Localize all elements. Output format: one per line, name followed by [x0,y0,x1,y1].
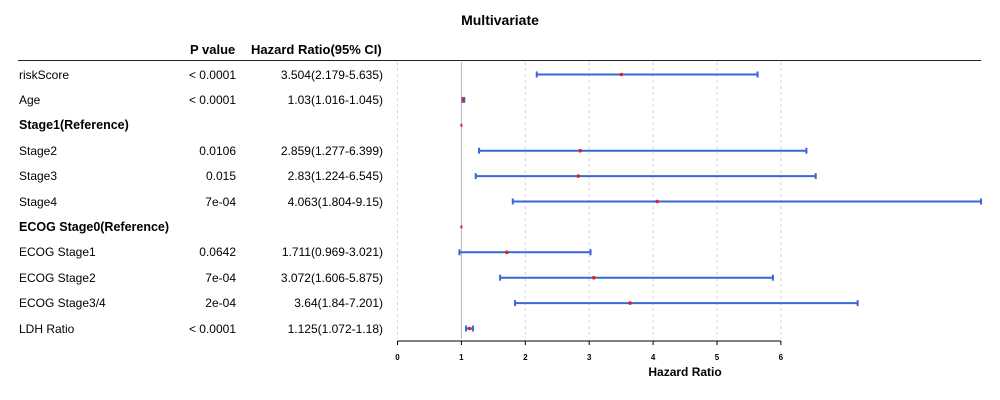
hazard-ratio-ci: 3.64(1.84-7.201) [294,296,383,311]
x-tick-label: 3 [587,353,592,362]
table-row: Stage3 0.015 2.83(1.224-6.545) [0,169,400,187]
table-row: Stage4 7e-04 4.063(1.804-9.15) [0,195,400,213]
p-value: 0.0642 [199,245,236,260]
x-tick-label: 5 [715,353,720,362]
row-label: Age [19,92,41,107]
hazard-ratio-ci: 3.072(1.606-5.875) [280,270,383,285]
table-row: ECOG Stage0(Reference) [0,220,400,238]
p-value: 7e-04 [205,194,236,209]
table-row: Stage2 0.0106 2.859(1.277-6.399) [0,144,400,162]
table-row: ECOG Stage1 0.0642 1.711(0.969-3.021) [0,245,400,263]
hazard-ratio-ci: 1.125(1.072-1.18) [287,321,383,336]
p-value-header: P value [190,42,236,57]
reference-point [460,225,463,229]
hazard-ratio-point [576,174,581,178]
hazard-ratio-point [467,326,472,331]
row-label: Stage3 [19,169,58,184]
row-label: Stage1(Reference) [19,118,129,133]
row-label: ECOG Stage1 [19,245,96,260]
hazard-ratio-ci: 2.83(1.224-6.545) [287,169,383,184]
hazard-ratio-ci: 2.859(1.277-6.399) [280,143,383,158]
row-label: ECOG Stage2 [19,270,96,285]
hazard-ratio-point [578,148,582,153]
hazard-ratio-point [592,275,596,280]
hazard-ratio-point [505,250,509,255]
hazard-ratio-point [628,301,632,305]
table-row: ECOG Stage2 7e-04 3.072(1.606-5.875) [0,271,400,289]
hazard-ratio-point [619,72,624,77]
p-value: 0.015 [205,169,236,184]
x-tick-label: 1 [459,353,464,362]
table-row: ECOG Stage3/4 2e-04 3.64(1.84-7.201) [0,296,400,314]
x-tick-label: 0 [395,353,400,362]
p-value: < 0.0001 [188,92,236,107]
row-label: LDH Ratio [19,321,75,336]
hazard-ratio-ci: 4.063(1.804-9.15) [287,194,383,209]
p-value: < 0.0001 [188,67,236,82]
row-label: ECOG Stage0(Reference) [19,219,170,234]
table-row: LDH Ratio < 0.0001 1.125(1.072-1.18) [0,322,400,340]
reference-point [460,123,463,127]
table-row: riskScore < 0.0001 3.504(2.179-5.635) [0,68,400,86]
hazard-ratio-header: Hazard Ratio(95% CI) [251,42,382,57]
hazard-ratio-ci: 1.711(0.969-3.021) [281,245,383,260]
chart-title: Multivariate [461,12,539,28]
p-value: 7e-04 [205,270,236,285]
p-value: 2e-04 [205,296,236,311]
hazard-ratio-point [655,199,659,204]
hazard-ratio-ci: 3.504(2.179-5.635) [280,67,383,82]
hazard-ratio-ci: 1.03(1.016-1.045) [287,92,383,107]
row-label: Stage2 [19,143,58,158]
table-row: Stage1(Reference) [0,118,400,136]
p-value: 0.0106 [199,143,236,158]
x-axis-label: Hazard Ratio [648,365,721,379]
header-rule [18,60,981,61]
x-tick-label: 6 [779,353,784,362]
row-label: riskScore [19,67,70,82]
x-tick-label: 4 [651,353,656,362]
row-label: ECOG Stage3/4 [19,296,106,311]
p-value: < 0.0001 [188,321,236,336]
row-label: Stage4 [19,194,58,209]
hazard-ratio-point [461,98,466,102]
table-row: Age < 0.0001 1.03(1.016-1.045) [0,93,400,111]
x-tick-label: 2 [523,353,528,362]
